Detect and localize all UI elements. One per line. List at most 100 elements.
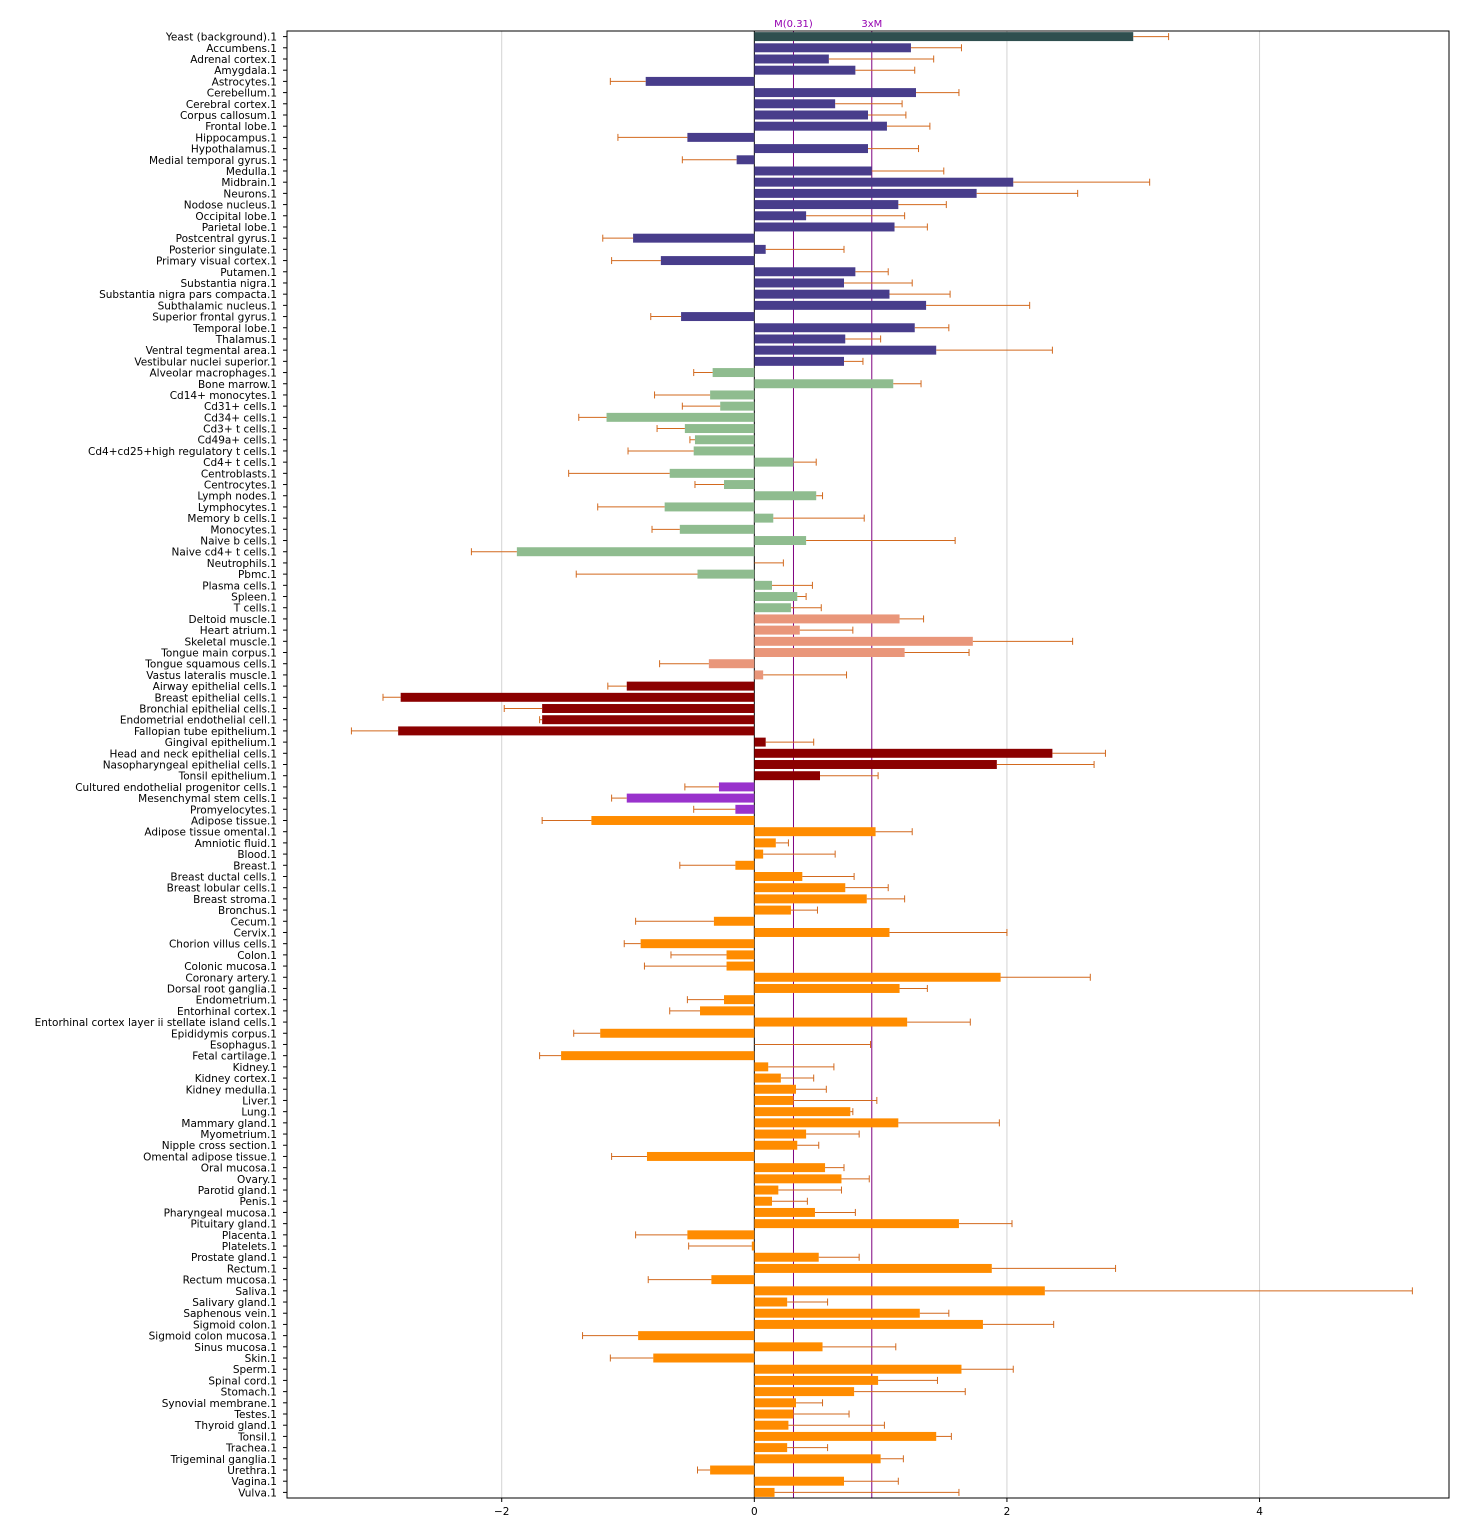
bar: [694, 435, 755, 445]
category-label: Thyroid gland.1: [194, 1420, 277, 1432]
category-label: Colon.1: [237, 950, 277, 962]
bar: [542, 704, 755, 713]
bar: [754, 1297, 788, 1307]
bar: [754, 670, 764, 680]
category-label: Cd14+ monocytes.1: [170, 390, 277, 402]
bar: [754, 99, 836, 109]
category-label: Breast stroma.1: [193, 894, 277, 906]
category-label: Breast lobular cells.1: [167, 883, 277, 895]
category-label: Sperm.1: [233, 1364, 277, 1376]
bar: [726, 961, 755, 971]
category-label: Pharyngeal mucosa.1: [164, 1207, 277, 1219]
bar: [754, 1118, 899, 1128]
bar: [640, 939, 755, 949]
bar: [754, 927, 890, 937]
category-label: Spinal cord.1: [208, 1375, 277, 1387]
bar: [754, 905, 791, 915]
bar: [754, 144, 868, 154]
bar: [754, 166, 872, 176]
bar: [679, 524, 755, 534]
category-label: Endometrial endothelial cell.1: [120, 715, 277, 727]
bar: [754, 278, 845, 288]
bar: [754, 1017, 908, 1027]
bar: [645, 76, 755, 86]
category-label: Amygdala.1: [214, 65, 277, 77]
bar: [754, 1431, 937, 1441]
bar: [754, 1443, 788, 1453]
bar: [754, 1219, 959, 1229]
bar: [754, 1308, 920, 1318]
bar: [754, 536, 807, 546]
category-label: Amniotic fluid.1: [195, 838, 277, 850]
category-label: Midbrain.1: [221, 177, 277, 189]
category-label: Trigeminal ganglia.1: [170, 1454, 277, 1466]
bar: [754, 1252, 819, 1262]
bar: [687, 132, 755, 142]
bar: [754, 1073, 781, 1083]
category-label: Bronchial epithelial cells.1: [139, 704, 277, 716]
category-label: Saphenous vein.1: [183, 1308, 277, 1320]
bar: [687, 1230, 755, 1240]
bar: [754, 1364, 962, 1374]
category-label: Plasma cells.1: [202, 580, 277, 592]
bar: [754, 43, 911, 53]
bar: [754, 1196, 773, 1206]
bar: [726, 950, 755, 960]
category-label: Cultured endothelial progenitor cells.1: [75, 782, 277, 794]
bar: [681, 312, 755, 322]
category-label: Ventral tegmental area.1: [146, 345, 277, 357]
category-label: Pituitary gland.1: [191, 1219, 277, 1231]
x-tick-label: −2: [494, 1506, 509, 1518]
category-label: Endometrium.1: [196, 995, 277, 1007]
category-label: Memory b cells.1: [187, 513, 277, 525]
bar: [754, 211, 807, 221]
category-label: Cerebellum.1: [207, 88, 277, 100]
bar: [754, 972, 1001, 982]
bar: [754, 872, 803, 881]
bar: [754, 1207, 815, 1217]
category-label: Tongue main corpus.1: [160, 648, 277, 660]
bar: [754, 614, 900, 624]
bar: [754, 1062, 769, 1072]
category-label: Tonsil epithelium.1: [178, 771, 277, 783]
category-label: T cells.1: [233, 603, 277, 615]
category-label: Sigmoid colon mucosa.1: [149, 1331, 277, 1343]
category-label: Esophagus.1: [210, 1039, 277, 1051]
bar: [754, 32, 1134, 42]
bar: [754, 592, 798, 602]
bar: [626, 793, 755, 803]
bar: [754, 188, 977, 198]
category-label: Accumbens.1: [206, 43, 277, 55]
bar: [754, 356, 845, 366]
category-label: Breast epithelial cells.1: [155, 692, 277, 704]
bar: [736, 155, 755, 165]
bar: [754, 1174, 842, 1184]
category-label: Cecum.1: [231, 916, 277, 928]
bar: [710, 390, 755, 400]
category-label: Cd49a+ cells.1: [198, 435, 277, 447]
bar: [626, 681, 755, 691]
category-label: Temporal lobe.1: [192, 323, 277, 335]
bar: [735, 860, 755, 870]
x-tick-label: 2: [1004, 1506, 1011, 1518]
category-label: Rectum mucosa.1: [183, 1275, 277, 1287]
category-label: Head and neck epithelial cells.1: [109, 748, 277, 760]
category-label: Fetal cartilage.1: [192, 1051, 277, 1063]
bar: [754, 648, 905, 657]
bar: [754, 1409, 794, 1419]
category-label: Lymphocytes.1: [198, 502, 277, 514]
category-label: Cd4+cd25+high regulatory t cells.1: [88, 446, 277, 458]
category-label: Lymph nodes.1: [197, 491, 277, 503]
category-label: Tonsil.1: [237, 1431, 277, 1443]
bar: [754, 1286, 1045, 1296]
bar: [693, 446, 755, 456]
bar: [754, 1263, 992, 1273]
category-label: Superior frontal gyrus.1: [152, 312, 277, 324]
category-label: Urethra.1: [227, 1465, 277, 1477]
category-label: Penis.1: [240, 1196, 277, 1208]
bar: [754, 1387, 855, 1397]
category-label: Centrocytes.1: [204, 480, 277, 492]
bar: [664, 502, 755, 512]
bar: [754, 345, 937, 355]
category-label: Mammary gland.1: [181, 1118, 277, 1130]
